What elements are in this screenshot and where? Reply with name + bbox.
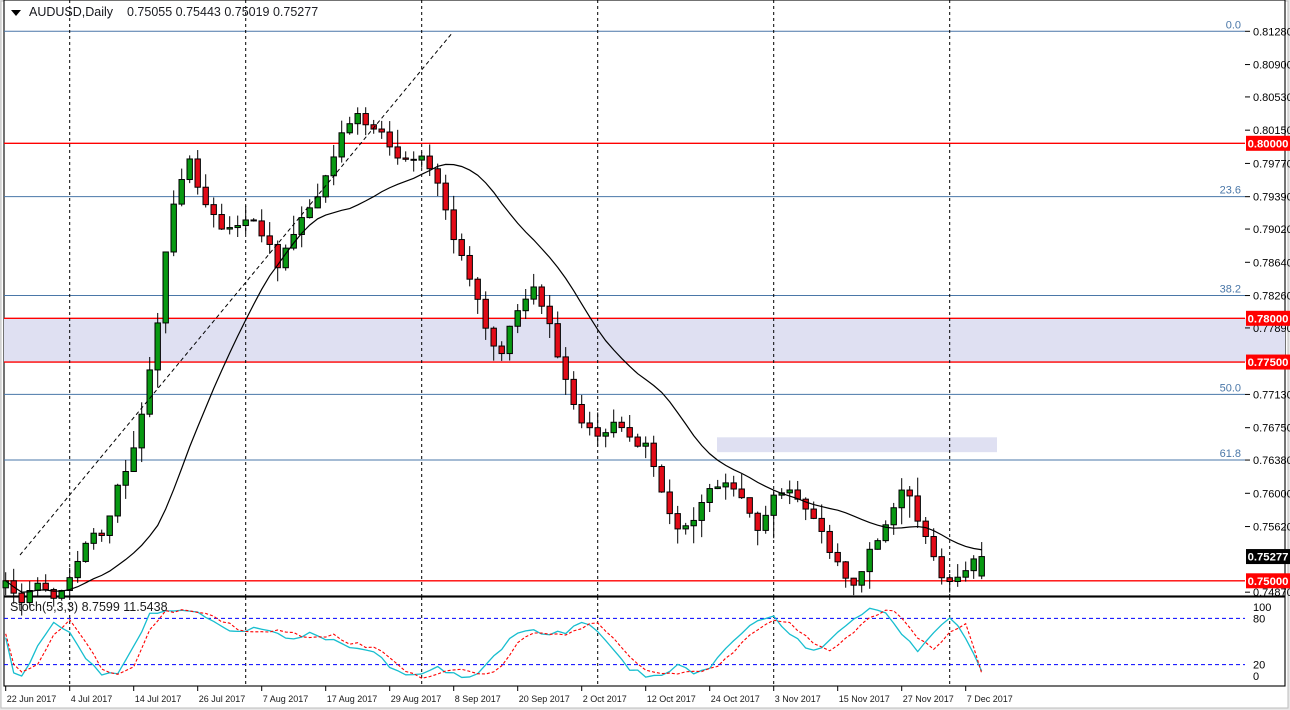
svg-text:0.78640: 0.78640 [1253, 257, 1290, 269]
svg-text:7 Aug 2017: 7 Aug 2017 [263, 694, 309, 704]
svg-text:14 Jul 2017: 14 Jul 2017 [135, 694, 182, 704]
svg-text:0.76000: 0.76000 [1253, 488, 1290, 500]
svg-text:17 Aug 2017: 17 Aug 2017 [327, 694, 378, 704]
svg-text:0.75620: 0.75620 [1253, 522, 1290, 534]
svg-text:0.76750: 0.76750 [1253, 423, 1290, 435]
svg-text:0.79390: 0.79390 [1253, 192, 1290, 204]
svg-text:0.79770: 0.79770 [1253, 158, 1290, 170]
svg-text:22 Jun 2017: 22 Jun 2017 [7, 694, 57, 704]
svg-text:0.75055 0.75443 0.75019 0.7527: 0.75055 0.75443 0.75019 0.75277 [127, 5, 318, 19]
svg-text:0: 0 [1253, 671, 1259, 683]
svg-text:0.75000: 0.75000 [1248, 576, 1289, 588]
svg-text:26 Jul 2017: 26 Jul 2017 [199, 694, 246, 704]
svg-text:50.0: 50.0 [1220, 382, 1241, 394]
svg-text:27 Nov 2017: 27 Nov 2017 [903, 694, 954, 704]
svg-text:0.75277: 0.75277 [1248, 552, 1289, 564]
svg-text:8 Sep 2017: 8 Sep 2017 [455, 694, 501, 704]
svg-text:20 Sep 2017: 20 Sep 2017 [519, 694, 570, 704]
svg-text:0.79020: 0.79020 [1253, 224, 1290, 236]
svg-text:0.74870: 0.74870 [1253, 587, 1290, 599]
svg-text:0.80530: 0.80530 [1253, 92, 1290, 104]
svg-text:23.6: 23.6 [1220, 185, 1241, 197]
svg-text:0.0: 0.0 [1226, 19, 1241, 31]
svg-text:20: 20 [1253, 660, 1265, 672]
svg-text:7 Dec 2017: 7 Dec 2017 [967, 694, 1013, 704]
svg-text:2 Oct 2017: 2 Oct 2017 [583, 694, 627, 704]
svg-text:0.80900: 0.80900 [1253, 60, 1290, 72]
svg-text:0.76380: 0.76380 [1253, 455, 1290, 467]
svg-text:29 Aug 2017: 29 Aug 2017 [391, 694, 442, 704]
svg-text:0.78260: 0.78260 [1253, 291, 1290, 303]
svg-text:61.8: 61.8 [1220, 448, 1241, 460]
svg-text:Stoch(5,3,3) 8.7599 11.5438: Stoch(5,3,3) 8.7599 11.5438 [10, 600, 168, 614]
svg-text:3 Nov 2017: 3 Nov 2017 [775, 694, 821, 704]
svg-text:100: 100 [1253, 602, 1271, 614]
svg-text:0.77500: 0.77500 [1248, 357, 1289, 369]
svg-text:0.80150: 0.80150 [1253, 125, 1290, 137]
svg-text:38.2: 38.2 [1220, 284, 1241, 296]
svg-text:0.80000: 0.80000 [1248, 138, 1289, 150]
svg-text:15 Nov 2017: 15 Nov 2017 [839, 694, 890, 704]
svg-text:AUDUSD,Daily: AUDUSD,Daily [29, 5, 114, 19]
svg-text:0.78000: 0.78000 [1248, 313, 1289, 325]
svg-text:24 Oct 2017: 24 Oct 2017 [711, 694, 760, 704]
svg-text:0.77130: 0.77130 [1253, 389, 1290, 401]
svg-text:12 Oct 2017: 12 Oct 2017 [647, 694, 696, 704]
svg-text:0.81280: 0.81280 [1253, 26, 1290, 38]
svg-text:4 Jul 2017: 4 Jul 2017 [71, 694, 113, 704]
svg-text:80: 80 [1253, 613, 1265, 625]
